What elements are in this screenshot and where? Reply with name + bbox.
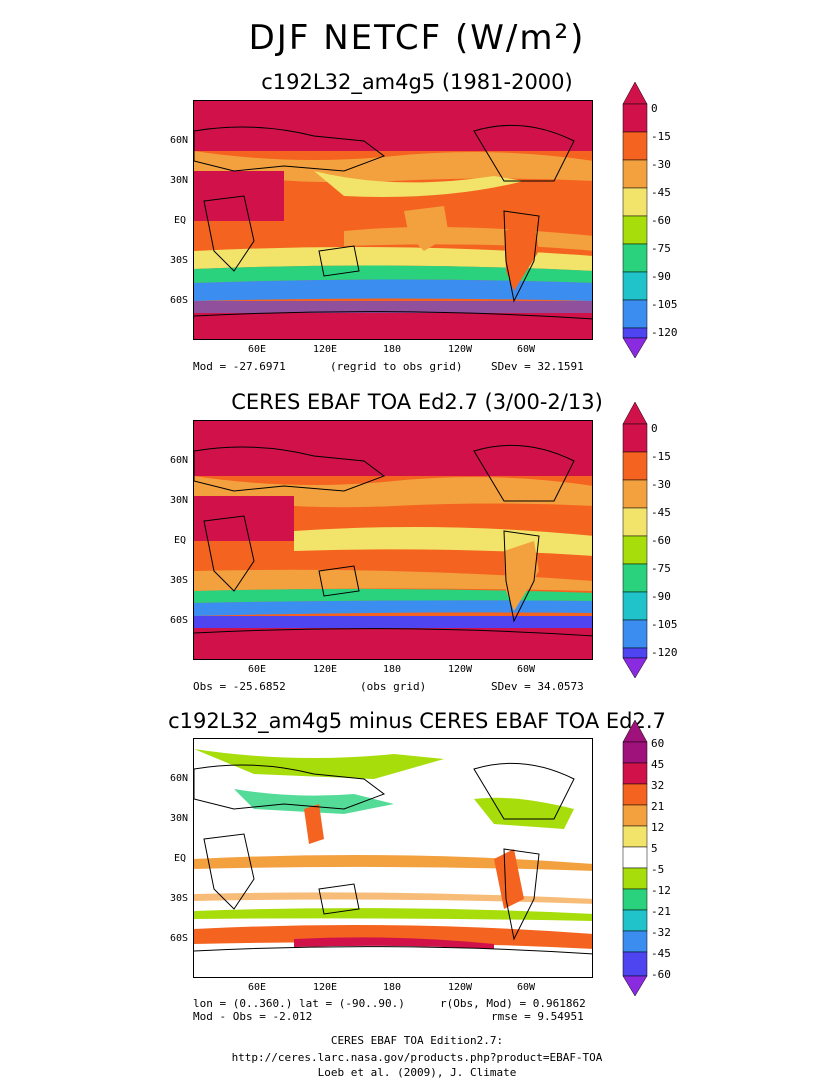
stat-sdev: SDev = 34.0573 bbox=[491, 680, 584, 693]
ytick: EQ bbox=[174, 535, 187, 546]
stat-correlation: r(Obs, Mod) = 0.961862 bbox=[440, 997, 586, 1010]
xtick: 180 bbox=[383, 664, 402, 675]
panel-title-model: c192L32_am4g5 (1981-2000) bbox=[261, 70, 573, 94]
ytick: EQ bbox=[174, 853, 187, 864]
stat-grid: (obs grid) bbox=[360, 680, 427, 693]
ytick: 30N bbox=[170, 495, 189, 506]
stat-mean-diff: Mod - Obs = -2.012 bbox=[193, 1010, 313, 1023]
colorbar-model-svg bbox=[622, 81, 648, 359]
ytick: 30N bbox=[170, 813, 189, 824]
colorbar-model: 0 -15 -30 -45 -60 -75 -90 -105 -120 bbox=[621, 80, 701, 360]
xtick: 120E bbox=[313, 344, 338, 355]
ytick: 60N bbox=[170, 135, 189, 146]
colorbar-label: 60 bbox=[651, 737, 665, 750]
ytick: 60S bbox=[170, 933, 189, 944]
panel-title-diff: c192L32_am4g5 minus CERES EBAF TOA Ed2.7 bbox=[168, 709, 666, 733]
ytick: 60S bbox=[170, 295, 189, 306]
panel-title-obs: CERES EBAF TOA Ed2.7 (3/00-2/13) bbox=[231, 390, 603, 414]
ytick: 30S bbox=[170, 255, 189, 266]
stat-grid: (regrid to obs grid) bbox=[330, 360, 463, 373]
map-obs-svg bbox=[194, 421, 592, 659]
map-model bbox=[193, 100, 593, 340]
map-diff bbox=[193, 738, 593, 978]
colorbar-label: -120 bbox=[651, 646, 678, 659]
colorbar-label: -15 bbox=[651, 130, 671, 143]
map-diff-svg bbox=[194, 739, 592, 977]
colorbar-label: -30 bbox=[651, 478, 671, 491]
colorbar-label: -75 bbox=[651, 242, 671, 255]
colorbar-label: -5 bbox=[651, 863, 665, 876]
colorbar-label: -32 bbox=[651, 926, 671, 939]
colorbar-label: 0 bbox=[651, 102, 658, 115]
colorbar-label: 0 bbox=[651, 422, 658, 435]
ytick: 30N bbox=[170, 175, 189, 186]
xtick: 60W bbox=[517, 664, 536, 675]
map-obs bbox=[193, 420, 593, 660]
xtick: 120W bbox=[448, 344, 473, 355]
colorbar-label: -60 bbox=[651, 968, 671, 981]
colorbar-label: -75 bbox=[651, 562, 671, 575]
colorbar-label: -120 bbox=[651, 326, 678, 339]
stat-rmse: rmse = 9.54951 bbox=[491, 1010, 584, 1023]
colorbar-label: 12 bbox=[651, 821, 665, 834]
colorbar-label: 45 bbox=[651, 758, 665, 771]
colorbar-label: -45 bbox=[651, 186, 671, 199]
colorbar-label: -105 bbox=[651, 298, 678, 311]
ytick: 30S bbox=[170, 893, 189, 904]
xtick: 120E bbox=[313, 664, 338, 675]
footer-citation: Loeb et al. (2009), J. Climate bbox=[317, 1066, 517, 1079]
xtick: 60W bbox=[517, 344, 536, 355]
xtick: 120W bbox=[448, 664, 473, 675]
xtick: 180 bbox=[383, 982, 402, 993]
page-title: DJF NETCF (W/m²) bbox=[248, 18, 586, 58]
xtick: 120W bbox=[448, 982, 473, 993]
colorbar-label: -12 bbox=[651, 884, 671, 897]
colorbar-obs-svg bbox=[622, 401, 648, 679]
colorbar-obs: 0 -15 -30 -45 -60 -75 -90 -105 -120 bbox=[621, 400, 701, 680]
stat-mean: Obs = -25.6852 bbox=[193, 680, 286, 693]
colorbar-label: -15 bbox=[651, 450, 671, 463]
xtick: 60E bbox=[248, 344, 267, 355]
ytick: 60N bbox=[170, 773, 189, 784]
stat-mean: Mod = -27.6971 bbox=[193, 360, 286, 373]
colorbar-label: -90 bbox=[651, 270, 671, 283]
ytick: 60S bbox=[170, 615, 189, 626]
colorbar-label: -30 bbox=[651, 158, 671, 171]
stat-domain: lon = (0..360.) lat = (-90..90.) bbox=[193, 997, 405, 1010]
xtick: 120E bbox=[313, 982, 338, 993]
colorbar-diff-svg bbox=[622, 719, 648, 997]
xtick: 60W bbox=[517, 982, 536, 993]
colorbar-label: -60 bbox=[651, 214, 671, 227]
colorbar-label: 5 bbox=[651, 842, 658, 855]
xtick: 60E bbox=[248, 664, 267, 675]
map-model-svg bbox=[194, 101, 592, 339]
colorbar-label: -60 bbox=[651, 534, 671, 547]
xtick: 180 bbox=[383, 344, 402, 355]
colorbar-label: -21 bbox=[651, 905, 671, 918]
footer-url: http://ceres.larc.nasa.gov/products.php?… bbox=[231, 1051, 603, 1064]
xtick: 60E bbox=[248, 982, 267, 993]
colorbar-label: -105 bbox=[651, 618, 678, 631]
stat-sdev: SDev = 32.1591 bbox=[491, 360, 584, 373]
footer-source: CERES EBAF TOA Edition2.7: bbox=[330, 1034, 504, 1047]
colorbar-label: -45 bbox=[651, 506, 671, 519]
ytick: EQ bbox=[174, 215, 187, 226]
ytick: 30S bbox=[170, 575, 189, 586]
colorbar-label: -90 bbox=[651, 590, 671, 603]
colorbar-label: 21 bbox=[651, 800, 665, 813]
colorbar-label: -45 bbox=[651, 947, 671, 960]
colorbar-label: 32 bbox=[651, 779, 665, 792]
ytick: 60N bbox=[170, 455, 189, 466]
colorbar-diff: 60 45 32 21 12 5 -5 -12 -21 -32 -45 -60 bbox=[621, 718, 701, 998]
